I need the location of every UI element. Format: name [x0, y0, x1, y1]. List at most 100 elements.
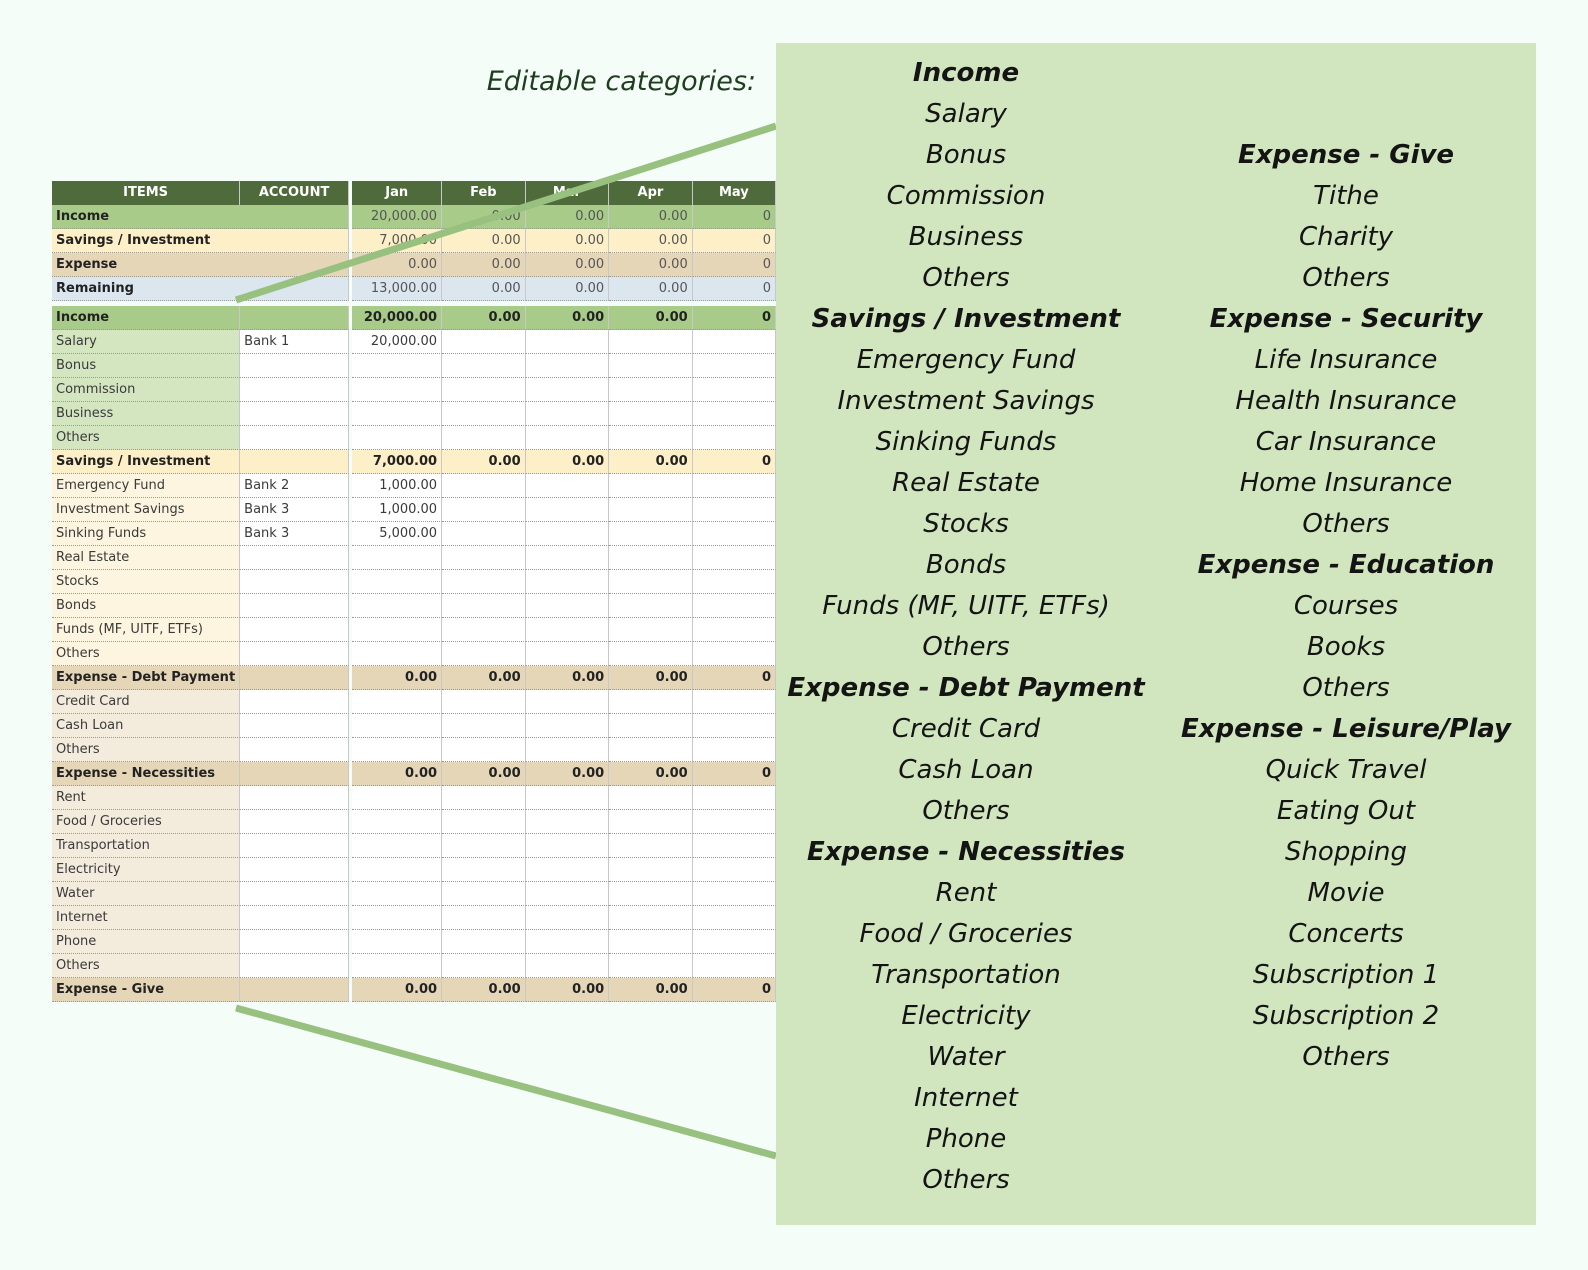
- item-name-cell[interactable]: Others: [52, 954, 241, 978]
- amount-cell[interactable]: [525, 642, 610, 666]
- amount-cell[interactable]: [609, 954, 693, 978]
- amount-cell[interactable]: [352, 882, 443, 906]
- amount-cell[interactable]: [525, 402, 610, 426]
- amount-cell[interactable]: [609, 330, 693, 354]
- amount-cell[interactable]: [525, 858, 610, 882]
- amount-cell[interactable]: [352, 858, 443, 882]
- amount-cell[interactable]: [442, 354, 526, 378]
- amount-cell[interactable]: [352, 906, 443, 930]
- amount-cell[interactable]: [609, 810, 693, 834]
- account-cell[interactable]: [240, 930, 349, 954]
- amount-cell[interactable]: [525, 882, 610, 906]
- amount-cell[interactable]: [442, 714, 526, 738]
- amount-cell[interactable]: [692, 858, 776, 882]
- item-name-cell[interactable]: Salary: [52, 330, 241, 354]
- amount-cell[interactable]: [692, 882, 776, 906]
- amount-cell[interactable]: [352, 546, 443, 570]
- amount-cell[interactable]: [352, 738, 443, 762]
- amount-cell[interactable]: [609, 354, 693, 378]
- account-cell[interactable]: [240, 882, 349, 906]
- amount-cell[interactable]: [442, 402, 526, 426]
- summary-value-cell[interactable]: 20,000.00: [352, 205, 443, 229]
- summary-value-cell[interactable]: 0.00: [442, 253, 526, 277]
- amount-cell[interactable]: [692, 474, 776, 498]
- amount-cell[interactable]: [525, 426, 610, 450]
- amount-cell[interactable]: [692, 834, 776, 858]
- amount-cell[interactable]: [352, 810, 443, 834]
- amount-cell[interactable]: [692, 354, 776, 378]
- amount-cell[interactable]: [525, 498, 610, 522]
- amount-cell[interactable]: [692, 330, 776, 354]
- amount-cell[interactable]: [609, 522, 693, 546]
- amount-cell[interactable]: [609, 594, 693, 618]
- amount-cell[interactable]: [609, 714, 693, 738]
- summary-value-cell[interactable]: 0.00: [609, 253, 693, 277]
- amount-cell[interactable]: [525, 834, 610, 858]
- item-name-cell[interactable]: Bonus: [52, 354, 241, 378]
- amount-cell[interactable]: [352, 570, 443, 594]
- amount-cell[interactable]: [692, 930, 776, 954]
- summary-value-cell[interactable]: 0.00: [609, 229, 693, 253]
- summary-value-cell[interactable]: 0: [692, 253, 776, 277]
- amount-cell[interactable]: [692, 690, 776, 714]
- amount-cell[interactable]: [352, 378, 443, 402]
- amount-cell[interactable]: [442, 810, 526, 834]
- summary-value-cell[interactable]: 0.00: [609, 277, 693, 301]
- account-cell[interactable]: [240, 570, 349, 594]
- summary-value-cell[interactable]: 0: [692, 205, 776, 229]
- amount-cell[interactable]: [692, 378, 776, 402]
- amount-cell[interactable]: [609, 930, 693, 954]
- amount-cell[interactable]: [525, 714, 610, 738]
- amount-cell[interactable]: [352, 954, 443, 978]
- item-name-cell[interactable]: Phone: [52, 930, 241, 954]
- amount-cell[interactable]: [442, 378, 526, 402]
- amount-cell[interactable]: [442, 858, 526, 882]
- summary-value-cell[interactable]: 13,000.00: [352, 277, 443, 301]
- item-name-cell[interactable]: Real Estate: [52, 546, 241, 570]
- amount-cell[interactable]: [609, 426, 693, 450]
- amount-cell[interactable]: [442, 570, 526, 594]
- item-name-cell[interactable]: Business: [52, 402, 241, 426]
- amount-cell[interactable]: [352, 930, 443, 954]
- amount-cell[interactable]: [442, 834, 526, 858]
- account-cell[interactable]: [240, 354, 349, 378]
- account-cell[interactable]: Bank 3: [240, 522, 349, 546]
- amount-cell[interactable]: [525, 330, 610, 354]
- item-name-cell[interactable]: Sinking Funds: [52, 522, 241, 546]
- amount-cell[interactable]: [352, 402, 443, 426]
- summary-value-cell[interactable]: 0: [692, 229, 776, 253]
- account-cell[interactable]: [240, 858, 349, 882]
- amount-cell[interactable]: [609, 834, 693, 858]
- amount-cell[interactable]: [352, 834, 443, 858]
- item-name-cell[interactable]: Commission: [52, 378, 241, 402]
- item-name-cell[interactable]: Others: [52, 426, 241, 450]
- amount-cell[interactable]: [692, 546, 776, 570]
- amount-cell[interactable]: [352, 426, 443, 450]
- summary-value-cell[interactable]: 0.00: [525, 205, 610, 229]
- amount-cell[interactable]: [609, 618, 693, 642]
- amount-cell[interactable]: [609, 882, 693, 906]
- amount-cell[interactable]: [692, 714, 776, 738]
- amount-cell[interactable]: [352, 354, 443, 378]
- item-name-cell[interactable]: Electricity: [52, 858, 241, 882]
- amount-cell[interactable]: [442, 426, 526, 450]
- account-cell[interactable]: [240, 642, 349, 666]
- item-name-cell[interactable]: Food / Groceries: [52, 810, 241, 834]
- account-cell[interactable]: [240, 786, 349, 810]
- summary-value-cell[interactable]: 0.00: [525, 229, 610, 253]
- account-cell[interactable]: [240, 618, 349, 642]
- account-cell[interactable]: [240, 714, 349, 738]
- item-name-cell[interactable]: Rent: [52, 786, 241, 810]
- amount-cell[interactable]: [442, 738, 526, 762]
- amount-cell[interactable]: [525, 738, 610, 762]
- summary-value-cell[interactable]: 0.00: [525, 253, 610, 277]
- amount-cell[interactable]: [525, 618, 610, 642]
- amount-cell[interactable]: [442, 930, 526, 954]
- amount-cell[interactable]: [609, 906, 693, 930]
- amount-cell[interactable]: [609, 546, 693, 570]
- amount-cell[interactable]: [609, 474, 693, 498]
- amount-cell[interactable]: [609, 570, 693, 594]
- summary-value-cell[interactable]: 0.00: [442, 229, 526, 253]
- amount-cell[interactable]: [442, 882, 526, 906]
- account-cell[interactable]: [240, 378, 349, 402]
